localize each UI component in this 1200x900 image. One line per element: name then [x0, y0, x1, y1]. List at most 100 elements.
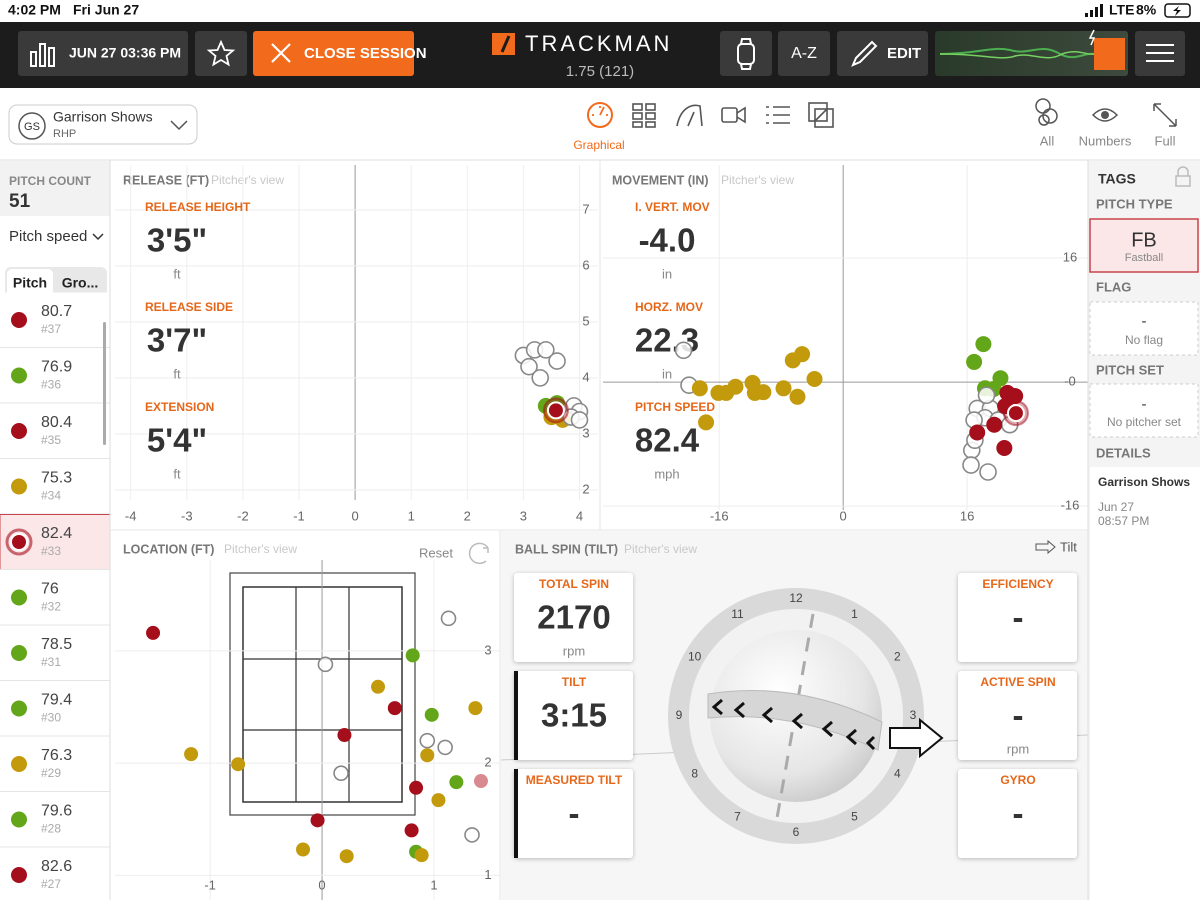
pitch-point — [531, 369, 550, 387]
pitch-speed: 78.5 — [41, 636, 72, 653]
spin-card — [958, 671, 1077, 760]
option-full[interactable]: Full — [1153, 103, 1177, 148]
pitch-point — [975, 336, 992, 353]
pitch-point — [414, 848, 429, 863]
status-bar — [0, 0, 1200, 22]
pitch-row[interactable]: 75.3 #34 — [0, 459, 110, 515]
pitch-dot — [11, 811, 27, 828]
tab-label[interactable]: Pitch — [13, 275, 47, 291]
edit-button[interactable]: EDIT — [837, 31, 928, 76]
panel-subtitle: Pitcher's view — [224, 542, 297, 556]
pitch-speed: 79.4 — [41, 692, 72, 709]
sort-button[interactable]: A-Z — [778, 31, 830, 76]
close-session-button[interactable]: CLOSE SESSION — [253, 31, 427, 76]
pitch-dot — [11, 367, 27, 384]
section-label: FLAG — [1096, 279, 1131, 294]
status-network: LTE — [1109, 2, 1134, 18]
pitch-number: #37 — [41, 322, 61, 336]
panel-title: RELEASE (FT) — [123, 173, 209, 187]
detail-date: Jun 27 — [1098, 500, 1134, 514]
pitch-set-note: No pitcher set — [1107, 415, 1182, 429]
pitch-row[interactable]: 82.4 #33 — [0, 514, 111, 570]
favorite-button[interactable] — [195, 31, 247, 76]
pitch-row[interactable]: 79.6 #28 — [0, 792, 110, 848]
pitch-number: #34 — [41, 489, 61, 503]
pitch-set-box[interactable] — [1089, 383, 1199, 438]
option-all[interactable]: All — [1035, 98, 1058, 148]
stat-label: RELEASE HEIGHT — [145, 200, 251, 214]
player-selector[interactable]: GS Garrison Shows RHP — [8, 104, 198, 145]
panel-title: MOVEMENT (IN) — [612, 173, 709, 187]
section-label: DETAILS — [1096, 445, 1151, 460]
pitch-speed: 80.7 — [41, 303, 72, 320]
option-numbers[interactable]: Numbers — [1079, 108, 1132, 148]
view-label: Graphical — [573, 138, 624, 152]
x-tick-label: 1 — [430, 877, 437, 892]
pitch-speed: 82.6 — [41, 858, 72, 875]
pitch-point — [520, 357, 538, 376]
pitch-dot — [10, 533, 28, 551]
tags-sidebar: TAGS PITCH TYPE FB Fastball FLAG - No fl… — [1087, 160, 1200, 900]
card-accent — [514, 769, 518, 858]
card-value: 3:15 — [541, 697, 607, 734]
pitch-row[interactable]: 76#32 — [0, 570, 110, 626]
pitch-row[interactable]: 82.6 #27 — [0, 847, 110, 900]
pitch-speed: 80.4 — [41, 414, 72, 431]
brand-logo-slash — [500, 35, 511, 53]
pitch-row[interactable]: 76.3 #29 — [0, 736, 110, 792]
option-label: Numbers — [1079, 133, 1132, 148]
count-box — [0, 161, 110, 216]
card-value: - — [569, 795, 580, 832]
pitch-point — [1007, 388, 1024, 405]
pitch-speed: 76 — [41, 581, 59, 598]
pitch-point — [755, 384, 772, 401]
tilt-arrow — [889, 717, 944, 759]
card-label: EFFICIENCY — [982, 577, 1053, 591]
player-hand: RHP — [53, 128, 76, 140]
pitch-row[interactable]: 80.7 #37 — [0, 292, 110, 348]
tab-label[interactable]: Gro... — [62, 275, 99, 291]
pitch-row[interactable]: 76.9 #36 — [0, 348, 110, 404]
pitch-point — [464, 827, 480, 843]
pitch-set-value: - — [1142, 396, 1147, 413]
pitch-row[interactable]: 78.5 #31 — [0, 625, 110, 681]
panel-title: BALL SPIN (TILT) — [515, 542, 618, 556]
pitch-point — [231, 757, 246, 772]
session-button[interactable]: JUN 27 03:36 PM — [18, 31, 188, 76]
stat-value: 3'5" — [147, 222, 207, 259]
reset-button[interactable]: Reset — [419, 545, 453, 560]
pitch-type-box[interactable] — [1089, 218, 1199, 273]
movement-panel: MOVEMENT (IN) Pitcher's view -16 0 16 16 -0 -… — [603, 165, 1088, 523]
device-status[interactable] — [935, 29, 1128, 76]
pitch-point — [424, 707, 439, 722]
player-name: Garrison Shows — [53, 109, 153, 125]
y-tick-label: 2 — [484, 755, 491, 770]
view-graphical[interactable]: Graphical — [573, 102, 625, 152]
clock-hour: 6 — [793, 825, 800, 839]
panel-title: LOCATION (FT) — [123, 542, 214, 556]
y-tick-label: 3 — [484, 642, 491, 657]
pitch-point — [317, 656, 334, 673]
pitch-row[interactable]: 80.4 #35 — [0, 403, 110, 459]
flag-box[interactable] — [1089, 301, 1199, 356]
view-icons[interactable] — [632, 102, 834, 128]
clock-hour: 5 — [851, 809, 858, 823]
reset-icon[interactable] — [468, 542, 489, 565]
pitch-dot-ring — [5, 528, 33, 556]
clock-hour: 10 — [688, 650, 702, 664]
clock-hour: 1 — [851, 607, 858, 621]
tab-active[interactable] — [7, 269, 53, 299]
clock-hour: 9 — [676, 708, 683, 722]
pitch-point — [146, 625, 161, 640]
pitch-number: #30 — [41, 711, 61, 725]
y-tick-label: 1 — [484, 867, 491, 882]
menu-button[interactable] — [1135, 31, 1185, 76]
y-tick-label: 16 — [1063, 249, 1077, 264]
pitch-point — [979, 463, 997, 481]
watch-button[interactable] — [720, 31, 772, 76]
y-tick-label: -0 — [1064, 374, 1076, 389]
pitch-row[interactable]: 79.4 #30 — [0, 681, 110, 737]
flag-value: - — [1142, 313, 1147, 330]
clock-hour: 11 — [731, 607, 744, 621]
metric-selector[interactable]: Pitch speed — [9, 228, 104, 245]
